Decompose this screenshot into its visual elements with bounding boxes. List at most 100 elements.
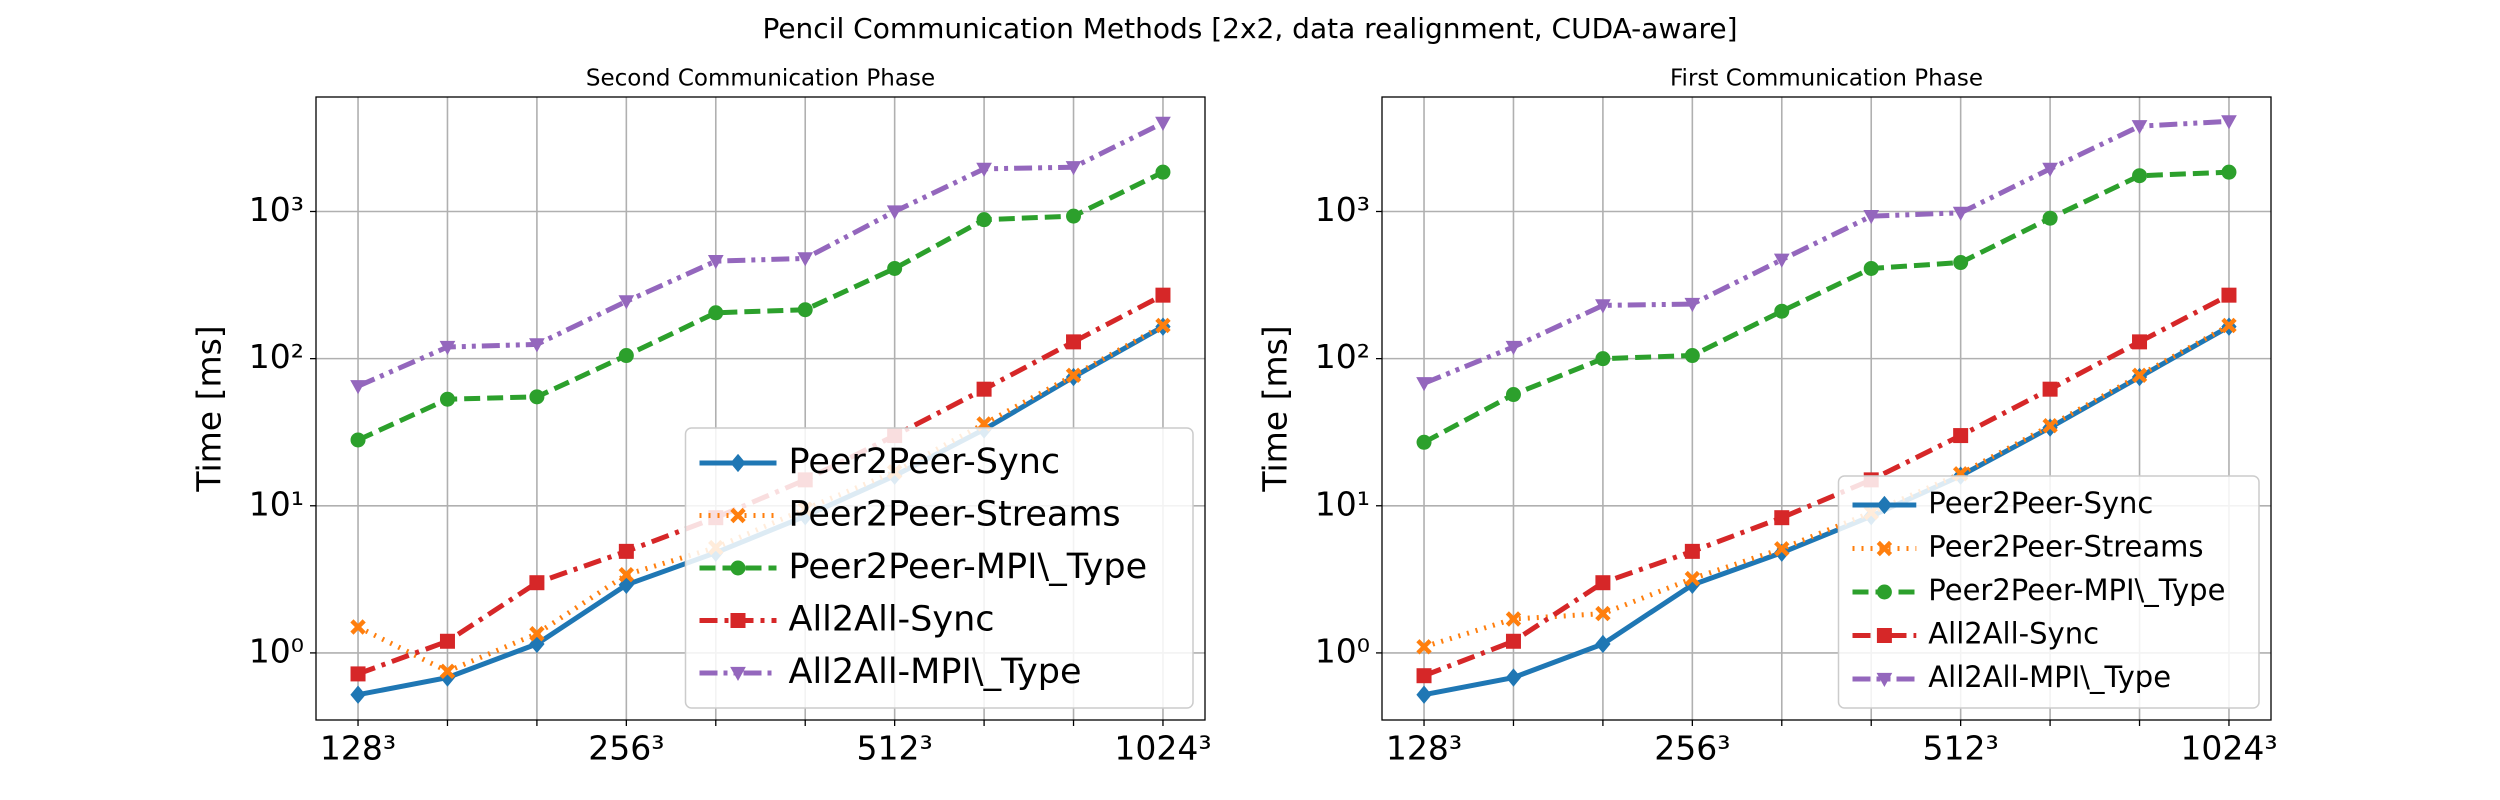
series-line xyxy=(1423,324,2231,698)
y-tick-label: 10⁰ xyxy=(249,631,304,670)
marker xyxy=(976,212,992,228)
marker xyxy=(1155,317,1171,334)
marker xyxy=(976,162,992,177)
marker xyxy=(1684,570,1701,587)
marker xyxy=(1595,351,1611,367)
legend-marker xyxy=(1876,628,1892,643)
legend-marker xyxy=(730,666,746,682)
marker xyxy=(529,626,545,642)
marker xyxy=(886,205,903,220)
x-tick-label: 128³ xyxy=(320,729,396,768)
marker xyxy=(439,633,455,649)
marker xyxy=(1774,303,1790,319)
legend-marker xyxy=(1876,540,1893,557)
marker xyxy=(1066,208,1082,224)
marker xyxy=(1505,387,1521,403)
legend-box xyxy=(684,427,1194,709)
marker xyxy=(2042,162,2058,177)
subplot-title: Second Communication Phase xyxy=(586,66,935,92)
y-tick-label: 10² xyxy=(1315,337,1370,376)
figure-title: Pencil Communication Methods [2x2, data … xyxy=(762,12,1737,45)
x-tick-label: 256³ xyxy=(1654,729,1730,768)
marker xyxy=(1774,510,1790,526)
y-tick-label: 10¹ xyxy=(1315,484,1370,523)
marker xyxy=(350,619,366,635)
marker xyxy=(1684,348,1700,364)
series-line xyxy=(1423,323,2231,650)
marker xyxy=(529,338,545,353)
marker xyxy=(439,340,456,356)
marker xyxy=(1155,116,1171,131)
marker xyxy=(618,543,634,559)
y-tick-label: 10² xyxy=(249,337,304,376)
marker xyxy=(1773,253,1790,268)
axes-frame xyxy=(1381,96,2272,721)
x-tick-label: 512³ xyxy=(857,729,933,768)
marker xyxy=(618,348,634,364)
legend-marker xyxy=(730,560,746,576)
x-tick-label: 256³ xyxy=(588,729,664,768)
marker xyxy=(887,260,903,276)
marker xyxy=(797,252,814,267)
legend-box xyxy=(1837,475,2260,709)
legend-marker xyxy=(730,507,746,524)
marker xyxy=(1595,634,1611,654)
legend-label: Peer2Peer-Streams xyxy=(1928,530,2203,564)
marker xyxy=(1066,334,1082,350)
marker xyxy=(1952,206,1969,221)
marker xyxy=(1774,541,1790,557)
marker xyxy=(707,255,724,270)
x-tick-label: 128³ xyxy=(1386,729,1462,768)
y-tick-label: 10³ xyxy=(249,190,304,229)
marker xyxy=(350,685,366,704)
legend-marker xyxy=(1876,495,1893,515)
marker xyxy=(1684,543,1700,559)
legend-label: Peer2Peer-Sync xyxy=(1928,486,2153,520)
marker xyxy=(1953,428,1969,444)
marker xyxy=(439,391,455,407)
marker xyxy=(2221,317,2237,334)
x-tick-label: 512³ xyxy=(1923,729,1999,768)
legend-label: All2All-MPI\_Type xyxy=(1928,660,2171,694)
marker xyxy=(618,295,635,310)
legend-marker xyxy=(1876,584,1892,600)
marker xyxy=(618,567,635,583)
marker xyxy=(1065,161,1082,176)
y-tick-label: 10³ xyxy=(1315,190,1370,229)
marker xyxy=(2221,164,2237,180)
legend-label: All2All-Sync xyxy=(789,600,995,640)
marker xyxy=(1505,611,1522,627)
marker xyxy=(1416,434,1432,450)
marker xyxy=(1953,255,1969,271)
marker xyxy=(529,575,545,591)
marker xyxy=(2132,334,2148,350)
series-line xyxy=(356,169,1165,443)
y-axis-label: Time [ms] xyxy=(190,325,229,492)
y-tick-label: 10⁰ xyxy=(1315,631,1370,670)
marker xyxy=(2042,418,2058,434)
subplot-title: First Communication Phase xyxy=(1670,66,1983,92)
marker xyxy=(2221,115,2237,130)
marker xyxy=(529,389,545,405)
marker xyxy=(1684,297,1701,313)
legend-label: Peer2Peer-Streams xyxy=(789,495,1121,535)
marker xyxy=(1155,164,1171,180)
axes-frame xyxy=(315,96,1206,721)
marker xyxy=(350,666,366,682)
marker xyxy=(439,663,456,680)
marker xyxy=(1774,543,1790,562)
x-tick-label: 1024³ xyxy=(1114,729,1211,768)
marker xyxy=(1595,575,1611,591)
series-line xyxy=(1423,118,2230,386)
marker xyxy=(1595,299,1611,314)
marker xyxy=(1863,260,1879,276)
marker xyxy=(708,305,724,321)
legend-label: All2All-Sync xyxy=(1928,617,2099,651)
legend-marker xyxy=(1876,672,1893,688)
marker xyxy=(976,381,992,397)
legend-marker xyxy=(730,453,746,473)
marker xyxy=(2132,168,2148,184)
marker xyxy=(350,380,366,395)
marker xyxy=(1416,685,1432,704)
